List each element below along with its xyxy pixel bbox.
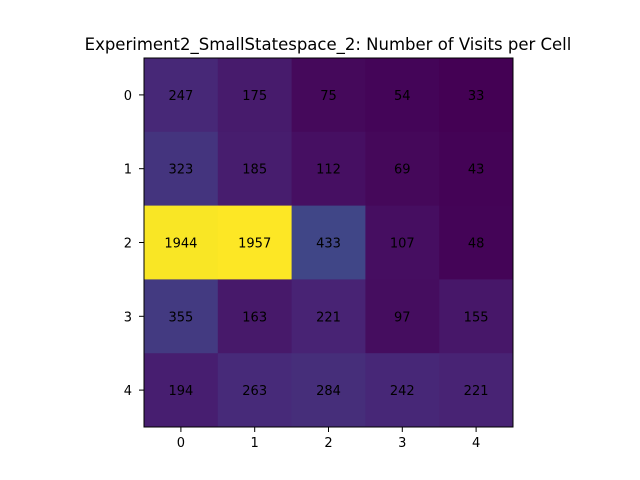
- cell-annotations: 247 175 75 54 33 323 185 112 69 43 1944 1957 433 107 4…: [164, 89, 488, 399]
- cell-value-r0-c1: 175: [242, 89, 267, 104]
- heatmap-cell-r4-c1: [217, 353, 293, 428]
- x-axis: 0 1 2 3 4: [177, 427, 480, 451]
- cell-value-r2-c0: 1944: [164, 237, 197, 252]
- heatmap-cell-r4-c3: [365, 353, 440, 428]
- y-tick-label-2: 2: [124, 237, 132, 252]
- y-tick-label-3: 3: [124, 310, 132, 325]
- cell-value-r2-c4: 48: [468, 237, 485, 252]
- cell-value-r0-c0: 247: [168, 89, 193, 104]
- heatmap-cell-r0-c0: [144, 58, 219, 133]
- cell-value-r3-c2: 221: [316, 310, 341, 325]
- x-tick-label-0: 0: [177, 436, 185, 451]
- heatmap-cell-r1-c0: [144, 131, 219, 207]
- cell-value-r2-c1: 1957: [238, 237, 271, 252]
- chart-title: Experiment2_SmallStatespace_2: Number of…: [85, 35, 572, 55]
- x-tick-label-3: 3: [398, 436, 406, 451]
- heatmap-cell-r2-c2: [291, 205, 366, 280]
- heatmap-cell-r3-c0: [144, 279, 219, 354]
- heatmap-cell-r1-c1: [217, 131, 293, 207]
- cell-value-r2-c3: 107: [390, 237, 415, 252]
- cell-value-r3-c3: 97: [394, 310, 411, 325]
- cell-value-r0-c3: 54: [394, 89, 411, 104]
- heatmap-cell-r2-c0: [144, 205, 219, 280]
- heatmap-cell-r4-c0: [144, 353, 219, 428]
- heatmap-cell-r4-c2: [291, 353, 366, 428]
- cell-value-r4-c4: 221: [464, 384, 489, 399]
- heatmap-cell-r0-c4: [439, 58, 514, 133]
- heatmap-cell-r3-c1: [217, 279, 293, 354]
- y-tick-label-4: 4: [124, 384, 132, 399]
- cell-value-r1-c2: 112: [316, 163, 341, 178]
- heatmap-cell-r3-c2: [291, 279, 366, 354]
- x-tick-label-2: 2: [324, 436, 332, 451]
- cell-value-r3-c0: 355: [168, 310, 193, 325]
- heatmap-cell-r0-c1: [217, 58, 293, 133]
- cell-value-r4-c2: 284: [316, 384, 341, 399]
- cell-value-r0-c4: 33: [468, 89, 485, 104]
- heatmap-cell-r1-c4: [439, 131, 514, 207]
- cell-value-r2-c2: 433: [316, 237, 341, 252]
- cell-value-r1-c1: 185: [242, 163, 267, 178]
- cell-value-r3-c4: 155: [464, 310, 489, 325]
- cell-value-r1-c0: 323: [168, 163, 193, 178]
- heatmap-cell-r2-c3: [365, 205, 440, 280]
- heatmap-cell-r2-c4: [439, 205, 514, 280]
- heatmap-cell-r1-c2: [291, 131, 366, 207]
- heatmap-cell-r3-c4: [439, 279, 514, 354]
- x-tick-label-1: 1: [251, 436, 259, 451]
- cell-value-r1-c3: 69: [394, 163, 411, 178]
- cell-value-r3-c1: 163: [242, 310, 267, 325]
- y-tick-label-0: 0: [124, 89, 132, 104]
- y-tick-label-1: 1: [124, 163, 132, 178]
- cell-value-r4-c1: 263: [242, 384, 267, 399]
- heatmap-cell-r0-c3: [365, 58, 440, 133]
- heatmap-cell-r4-c4: [439, 353, 514, 428]
- heatmap-cell-r3-c3: [365, 279, 440, 354]
- cell-value-r0-c2: 75: [320, 89, 337, 104]
- heatmap-cells: [144, 58, 514, 428]
- y-axis: 0 1 2 3 4: [124, 89, 144, 399]
- cell-value-r1-c4: 43: [468, 163, 485, 178]
- heatmap-cell-r0-c2: [291, 58, 366, 133]
- x-tick-label-4: 4: [472, 436, 480, 451]
- heatmap-cell-r1-c3: [365, 131, 440, 207]
- cell-value-r4-c3: 242: [390, 384, 415, 399]
- heatmap-cell-r2-c1: [217, 205, 293, 280]
- cell-value-r4-c0: 194: [168, 384, 193, 399]
